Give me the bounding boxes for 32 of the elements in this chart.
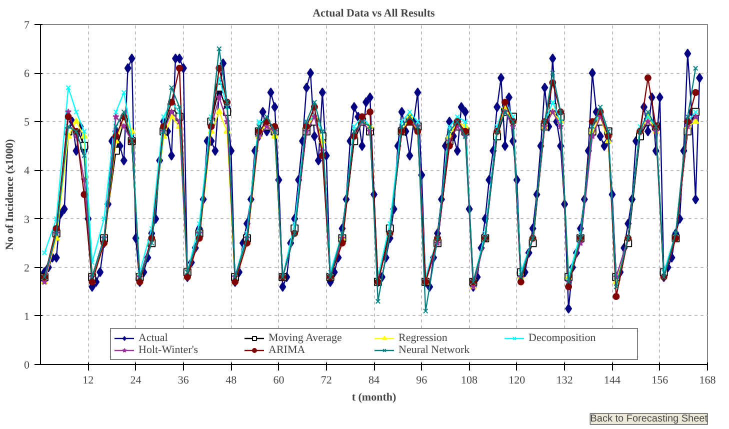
x-tick-label: 36 <box>178 374 190 386</box>
y-tick-label: 6 <box>24 68 30 80</box>
x-tick-label: 24 <box>130 374 142 386</box>
x-tick-label: 120 <box>508 374 526 386</box>
legend-label: ARIMA <box>268 344 306 356</box>
legend-label: Holt-Winter's <box>138 344 200 356</box>
y-tick-label: 0 <box>24 360 30 372</box>
x-tick-label: 108 <box>461 374 478 386</box>
y-axis-title: No of Incidence (x1000) <box>4 138 16 250</box>
x-tick-label: 168 <box>699 374 716 386</box>
legend-label: Decomposition <box>528 332 597 344</box>
y-tick-label: 4 <box>24 165 30 178</box>
legend-label: Regression <box>398 332 448 344</box>
legend-label: Moving Average <box>268 332 343 344</box>
x-axis-title: t (month) <box>352 392 396 404</box>
y-tick-label: 3 <box>24 214 30 226</box>
x-tick-label: 12 <box>82 374 94 386</box>
x-tick-label: 48 <box>226 374 238 386</box>
y-tick-label: 5 <box>24 116 30 129</box>
x-tick-label: 84 <box>368 374 380 386</box>
y-tick-label: 7 <box>24 20 30 32</box>
x-tick-label: 132 <box>556 374 573 386</box>
y-tick-label: 1 <box>24 310 30 323</box>
x-tick-label: 156 <box>652 374 669 386</box>
x-tick-label: 96 <box>416 374 428 386</box>
legend-label: Actual <box>138 332 169 344</box>
x-tick-label: 72 <box>320 374 332 386</box>
chart-title: Actual Data vs All Results <box>312 8 436 20</box>
x-tick-label: 144 <box>604 374 621 386</box>
y-tick-label: 2 <box>24 262 30 274</box>
legend-label: Neural Network <box>398 344 471 356</box>
x-tick-label: 60 <box>273 374 285 386</box>
